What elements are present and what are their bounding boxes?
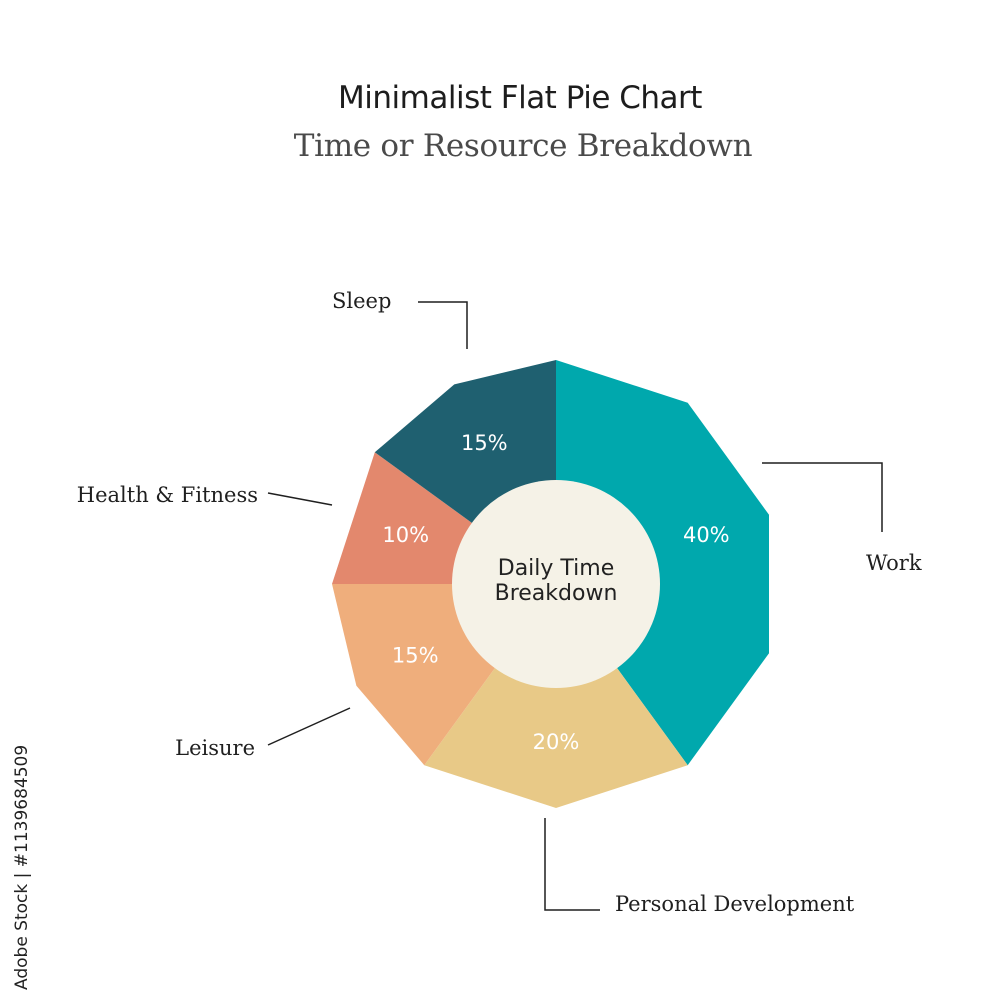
chart-subtitle: Time or Resource Breakdown [293, 128, 753, 164]
callout-label-leisure: Leisure [175, 736, 255, 760]
slice-work [556, 360, 769, 766]
slice-percent-health-fitness: 10% [382, 523, 429, 547]
callout-label-work: Work [866, 551, 922, 575]
stock-id-watermark: Adobe Stock | #1139684509 [12, 744, 32, 990]
slice-percent-personal-development: 20% [533, 730, 580, 754]
slices-group [332, 360, 769, 808]
center-label-line-1: Daily Time [498, 556, 615, 581]
center-disc [452, 480, 660, 688]
slice-percent-work: 40% [683, 523, 730, 547]
callout-line-health [267, 492, 333, 506]
slice-personal-development [424, 584, 688, 808]
callout-line-work [762, 462, 883, 532]
center-label-line-2: Breakdown [495, 581, 618, 606]
callout-label-personal-development: Personal Development [615, 892, 855, 916]
slice-percent-sleep: 15% [461, 431, 508, 455]
callout-line-sleep [418, 301, 468, 349]
callout-line-personal-development [544, 818, 600, 911]
slice-percent-labels: 40% 20% 15% 10% 15% [382, 431, 729, 754]
chart-title: Minimalist Flat Pie Chart [338, 80, 702, 116]
callout-line-leisure [267, 707, 351, 746]
callout-label-sleep: Sleep [332, 289, 391, 313]
slice-percent-leisure: 15% [392, 644, 439, 668]
callout-label-health: Health & Fitness [77, 483, 258, 507]
